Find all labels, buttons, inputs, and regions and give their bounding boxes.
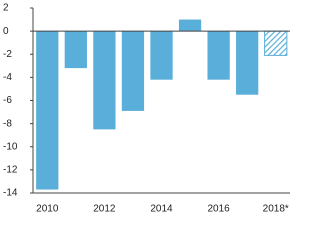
y-tick-label: -12 (3, 165, 18, 176)
x-tick-label: 2016 (207, 204, 230, 215)
y-tick-label: -8 (3, 118, 12, 129)
bar (150, 31, 173, 80)
page: {"chart_data": {"type": "bar", "categori… (3, 2, 290, 215)
bar (121, 31, 145, 111)
bar (178, 19, 202, 32)
y-tick-label: -10 (3, 141, 18, 152)
y-tick-label: -4 (3, 72, 12, 83)
x-tick-label: 2018* (263, 204, 289, 215)
bar (93, 31, 116, 130)
y-tick-label: 2 (3, 3, 9, 14)
x-tick-label: 2010 (36, 204, 59, 215)
chart: 2 0 -2 -4 -6 -8 -10 -12 -14 2010 2012 2014 2016 2018* (3, 3, 290, 215)
bar (236, 31, 259, 95)
bar (36, 31, 59, 190)
y-tick-label: 0 (3, 26, 9, 37)
x-tick-label: 2014 (150, 204, 173, 215)
bar (207, 31, 230, 80)
x-tick-label: 2012 (93, 204, 116, 215)
y-tick-label: -14 (3, 188, 18, 199)
bar (64, 31, 87, 69)
bar (264, 30, 288, 56)
y-tick-label: -6 (3, 95, 12, 106)
y-tick-label: -2 (3, 49, 12, 60)
